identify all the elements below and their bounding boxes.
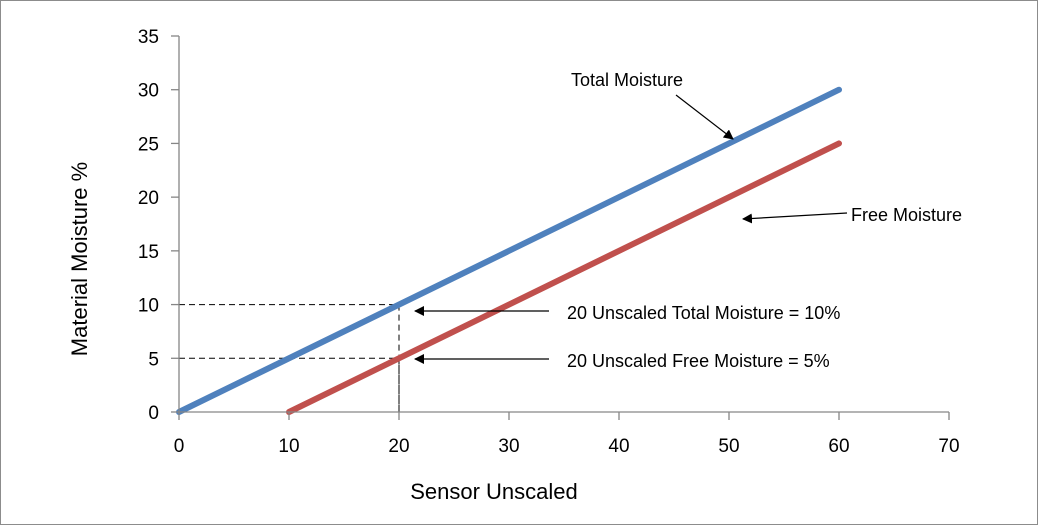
y-tick-label: 30 bbox=[138, 81, 159, 102]
annotations: Total Moisture Free Moisture 20 Unscaled T… bbox=[414, 70, 962, 371]
x-tick-label: 0 bbox=[174, 436, 185, 457]
y-tick-label: 35 bbox=[138, 27, 159, 48]
x-tick-label: 50 bbox=[718, 436, 739, 457]
x-tick-label: 10 bbox=[278, 436, 299, 457]
x-tick-label: 60 bbox=[828, 436, 849, 457]
x-tick-label: 20 bbox=[388, 436, 409, 457]
x-axis-title: Sensor Unscaled bbox=[410, 479, 578, 504]
x-tick-label: 40 bbox=[608, 436, 629, 457]
x-tick-label: 70 bbox=[938, 436, 959, 457]
y-tick-label: 0 bbox=[148, 403, 159, 424]
y-tick-label: 20 bbox=[138, 188, 159, 209]
annotation-label: Free Moisture bbox=[851, 205, 962, 225]
annotation-arrow bbox=[675, 94, 734, 140]
annotation-label: 20 Unscaled Total Moisture = 10% bbox=[567, 303, 840, 323]
series-lines bbox=[176, 86, 842, 415]
y-tick-label: 25 bbox=[138, 134, 159, 155]
tick-labels: 0 10 20 30 40 50 60 70 0 5 10 15 20 25 30 35 bbox=[138, 27, 960, 457]
annotation-label: 20 Unscaled Free Moisture = 5% bbox=[567, 351, 830, 371]
series-line-total-moisture bbox=[176, 86, 842, 415]
y-tick-label: 15 bbox=[138, 242, 159, 263]
y-tick-label: 5 bbox=[148, 349, 159, 370]
x-tick-label: 30 bbox=[498, 436, 519, 457]
series-line-free-moisture bbox=[286, 140, 842, 415]
annotation-arrow bbox=[742, 212, 848, 224]
axes bbox=[171, 35, 950, 420]
annotation-label: Total Moisture bbox=[571, 70, 683, 90]
y-tick-label: 10 bbox=[138, 296, 159, 317]
y-axis-title: Material Moisture % bbox=[67, 162, 92, 356]
